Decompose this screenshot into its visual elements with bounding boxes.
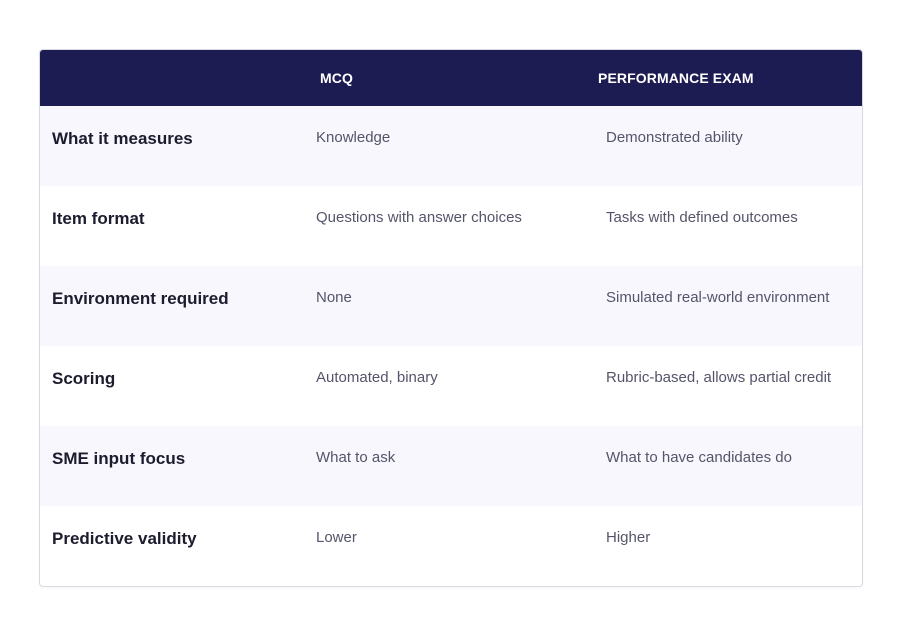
row-label: Item format [52,209,145,228]
table-row: Predictive validity Lower Higher [40,506,862,586]
mcq-cell: Questions with answer choices [316,209,522,226]
mcq-cell: None [316,289,352,306]
row-label: Predictive validity [52,529,197,548]
header-mcq: MCQ [320,70,353,86]
table-row: SME input focus What to ask What to have… [40,426,862,506]
performance-cell: Higher [606,529,651,546]
mcq-cell: Automated, binary [316,369,438,386]
row-label: Environment required [52,289,229,308]
table-row: Environment required None Simulated real… [40,266,862,346]
row-label: Scoring [52,369,116,388]
performance-cell: Rubric-based, allows partial credit [606,369,832,386]
row-label: What it measures [52,129,193,148]
performance-cell: What to have candidates do [606,449,792,466]
mcq-cell: What to ask [316,449,396,466]
table-header: MCQ PERFORMANCE EXAM [40,50,862,106]
header-performance-exam: PERFORMANCE EXAM [598,70,754,86]
table-row: Scoring Automated, binary Rubric-based, … [40,346,862,426]
row-label: SME input focus [52,449,186,468]
performance-cell: Simulated real-world environment [606,289,830,306]
performance-cell: Demonstrated ability [606,129,743,146]
comparison-table: MCQ PERFORMANCE EXAM What it measures Kn… [39,49,863,587]
table-row: What it measures Knowledge Demonstrated … [40,106,862,186]
mcq-cell: Knowledge [316,129,391,146]
mcq-cell: Lower [316,529,357,546]
table-row: Item format Questions with answer choice… [40,186,862,266]
performance-cell: Tasks with defined outcomes [606,209,798,226]
